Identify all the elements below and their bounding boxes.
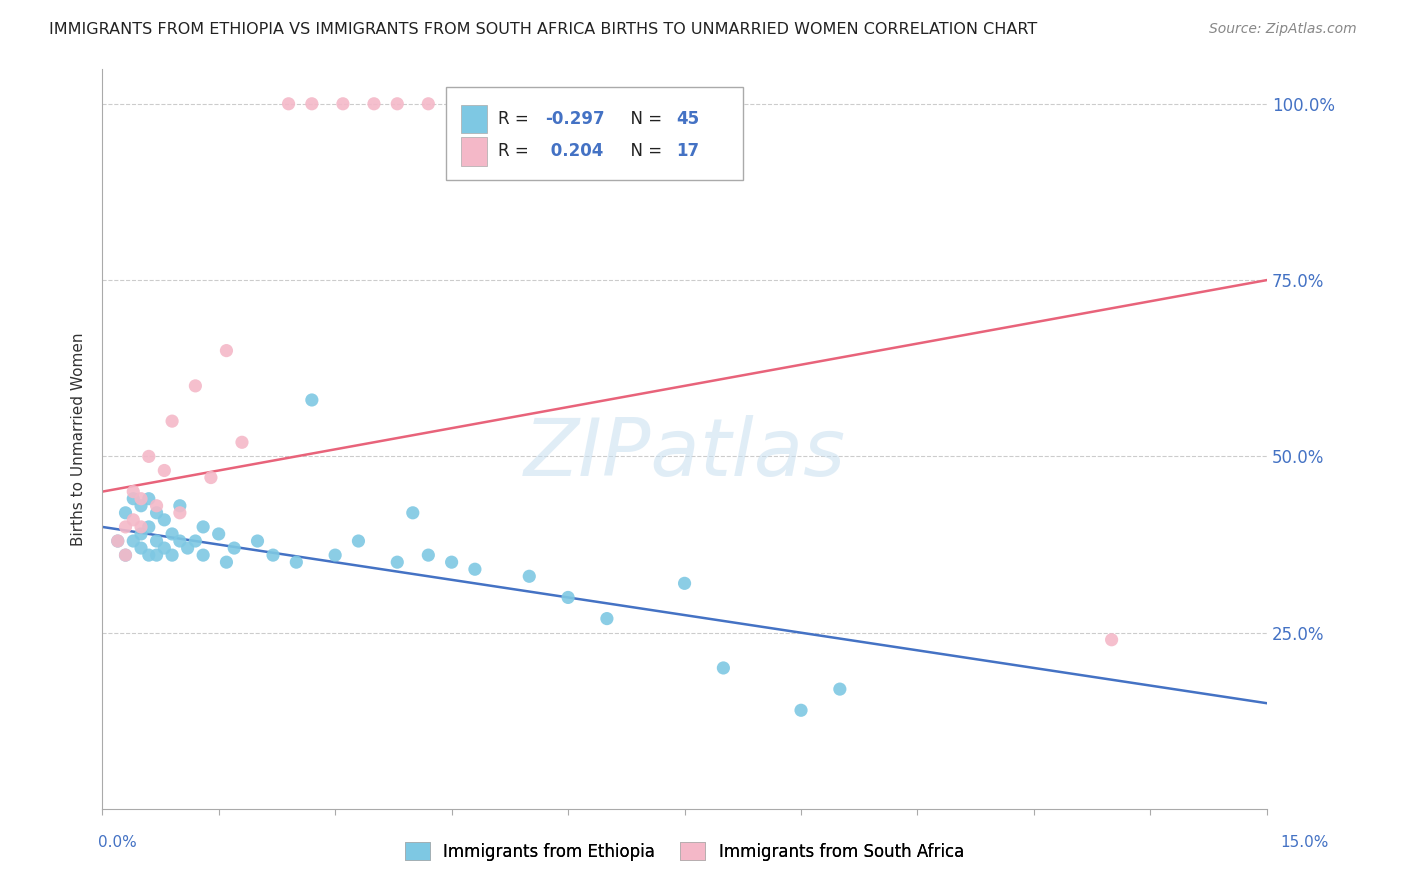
Point: [114, 506, 136, 520]
Text: IMMIGRANTS FROM ETHIOPIA VS IMMIGRANTS FROM SOUTH AFRICA BIRTHS TO UNMARRIED WOM: IMMIGRANTS FROM ETHIOPIA VS IMMIGRANTS F…: [49, 22, 1038, 37]
Text: R =: R =: [498, 110, 534, 128]
Text: N =: N =: [620, 110, 668, 128]
Point: [347, 534, 370, 549]
Point: [138, 548, 160, 562]
Point: [208, 527, 231, 541]
Point: [169, 506, 191, 520]
Point: [145, 499, 167, 513]
Point: [517, 569, 540, 583]
Point: [129, 527, 152, 541]
Point: [145, 534, 167, 549]
Text: R =: R =: [498, 143, 534, 161]
Point: [387, 555, 409, 569]
Text: N =: N =: [620, 143, 668, 161]
Point: [129, 491, 152, 506]
Point: [160, 527, 183, 541]
Point: [596, 611, 619, 625]
Point: [114, 548, 136, 562]
Point: [138, 450, 160, 464]
Point: [160, 548, 183, 562]
Point: [114, 548, 136, 562]
Y-axis label: Births to Unmarried Women: Births to Unmarried Women: [72, 332, 86, 546]
Point: [224, 541, 246, 555]
Point: [440, 555, 463, 569]
Point: [129, 520, 152, 534]
Point: [107, 534, 129, 549]
Point: [107, 534, 129, 549]
Point: [323, 548, 346, 562]
FancyBboxPatch shape: [446, 87, 742, 179]
Point: [246, 534, 269, 549]
Point: [402, 506, 425, 520]
Point: [418, 96, 440, 111]
Point: [145, 548, 167, 562]
Point: [215, 343, 238, 358]
Point: [191, 520, 214, 534]
Point: [129, 541, 152, 555]
Point: [122, 484, 145, 499]
Point: [114, 520, 136, 534]
Point: [418, 548, 440, 562]
Point: [184, 379, 207, 393]
Point: [200, 470, 222, 484]
Point: [153, 513, 176, 527]
Point: [363, 96, 385, 111]
Point: [332, 96, 354, 111]
Text: 0.204: 0.204: [544, 143, 603, 161]
Point: [160, 414, 183, 428]
Point: [169, 499, 191, 513]
Text: 15.0%: 15.0%: [1281, 836, 1329, 850]
Point: [138, 491, 160, 506]
Point: [285, 555, 308, 569]
Point: [169, 534, 191, 549]
Text: -0.297: -0.297: [544, 110, 605, 128]
Point: [145, 506, 167, 520]
Point: [215, 555, 238, 569]
Point: [262, 548, 284, 562]
Point: [184, 534, 207, 549]
Point: [1101, 632, 1123, 647]
Point: [122, 491, 145, 506]
Point: [301, 96, 323, 111]
Point: [122, 534, 145, 549]
Point: [191, 548, 214, 562]
Text: 0.0%: 0.0%: [98, 836, 138, 850]
Point: [301, 392, 323, 407]
Point: [790, 703, 813, 717]
Point: [231, 435, 253, 450]
Text: ZIPatlas: ZIPatlas: [523, 415, 845, 492]
Legend: Immigrants from Ethiopia, Immigrants from South Africa: Immigrants from Ethiopia, Immigrants fro…: [398, 836, 970, 867]
Point: [138, 520, 160, 534]
Text: 17: 17: [676, 143, 700, 161]
Point: [153, 541, 176, 555]
Point: [673, 576, 696, 591]
Text: Source: ZipAtlas.com: Source: ZipAtlas.com: [1209, 22, 1357, 37]
Text: 45: 45: [676, 110, 700, 128]
Point: [828, 682, 851, 697]
Bar: [461, 137, 486, 166]
Point: [129, 499, 152, 513]
Point: [387, 96, 409, 111]
Point: [711, 661, 734, 675]
Point: [464, 562, 486, 576]
Point: [557, 591, 579, 605]
Bar: [461, 104, 486, 133]
Point: [153, 463, 176, 477]
Point: [122, 513, 145, 527]
Point: [176, 541, 198, 555]
Point: [277, 96, 299, 111]
